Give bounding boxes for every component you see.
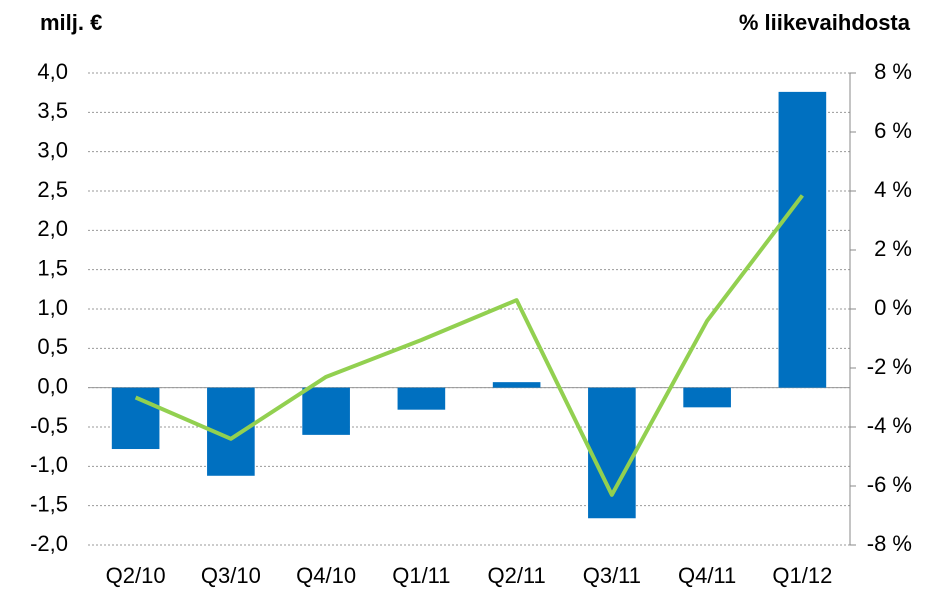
bar [111, 387, 160, 450]
y2-tick-label: -2 % [867, 354, 912, 379]
y2-tick-label: -6 % [867, 472, 912, 497]
y-tick-label: 1,0 [37, 295, 68, 320]
y-axis-title: milj. € [40, 10, 102, 35]
x-tick-label: Q1/12 [772, 563, 832, 588]
y-tick-label: 0,5 [37, 334, 68, 359]
y-tick-label: 1,5 [37, 255, 68, 280]
y-tick-label: -2,0 [30, 531, 68, 556]
y-tick-label: -1,5 [30, 491, 68, 516]
y2-axis-title: % liikevaihdosta [739, 10, 911, 35]
y2-tick-label: 6 % [874, 118, 912, 143]
y-tick-label: 3,0 [37, 137, 68, 162]
x-tick-label: Q2/10 [106, 563, 166, 588]
y-tick-label: 4,0 [37, 59, 68, 84]
y-tick-label: -0,5 [30, 413, 68, 438]
y-tick-label: 3,5 [37, 98, 68, 123]
y2-tick-label: 4 % [874, 177, 912, 202]
y2-tick-label: -4 % [867, 413, 912, 438]
y2-tick-label: 8 % [874, 59, 912, 84]
y-tick-label: 0,0 [37, 373, 68, 398]
y-tick-label: 2,5 [37, 177, 68, 202]
x-tick-label: Q4/10 [296, 563, 356, 588]
bar [492, 382, 541, 388]
y-tick-label: -1,0 [30, 452, 68, 477]
bar [397, 387, 446, 410]
x-tick-label: Q1/11 [392, 563, 450, 588]
x-tick-label: Q2/11 [487, 563, 545, 588]
x-tick-label: Q3/11 [583, 563, 641, 588]
y2-tick-label: -8 % [867, 531, 912, 556]
bar [778, 91, 827, 388]
bar [302, 387, 350, 435]
x-tick-label: Q4/11 [678, 563, 736, 588]
y-tick-label: 2,0 [37, 216, 68, 241]
bar [588, 387, 636, 519]
y2-tick-label: 0 % [874, 295, 912, 320]
x-tick-label: Q3/10 [201, 563, 261, 588]
bar [683, 387, 731, 408]
y2-tick-label: 2 % [874, 236, 912, 261]
line [134, 194, 804, 497]
